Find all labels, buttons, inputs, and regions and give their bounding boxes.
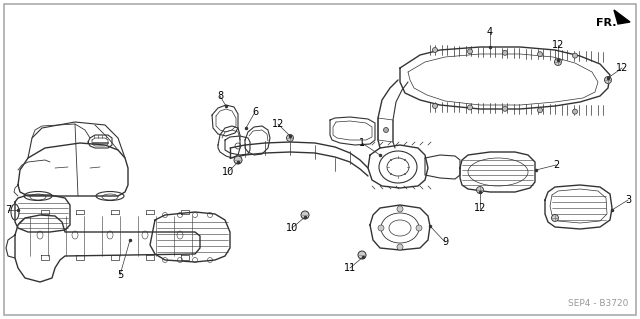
Ellipse shape	[502, 106, 508, 111]
Text: 9: 9	[442, 237, 448, 247]
Ellipse shape	[383, 128, 388, 132]
Text: FR.: FR.	[596, 18, 616, 28]
Ellipse shape	[378, 225, 384, 231]
Text: 5: 5	[117, 270, 123, 280]
Text: 6: 6	[252, 107, 258, 117]
Text: 4: 4	[487, 27, 493, 37]
Ellipse shape	[502, 50, 508, 55]
Text: 12: 12	[272, 119, 284, 129]
Ellipse shape	[416, 225, 422, 231]
Ellipse shape	[397, 244, 403, 250]
Text: SEP4 - B3720: SEP4 - B3720	[568, 299, 628, 308]
Ellipse shape	[477, 187, 483, 194]
Text: 10: 10	[286, 223, 298, 233]
Text: 10: 10	[222, 167, 234, 177]
Polygon shape	[614, 10, 630, 24]
Ellipse shape	[433, 48, 438, 53]
Ellipse shape	[573, 109, 577, 114]
Ellipse shape	[538, 108, 543, 113]
Ellipse shape	[552, 214, 559, 221]
Text: 1: 1	[359, 138, 365, 148]
Ellipse shape	[234, 156, 242, 164]
Text: 11: 11	[344, 263, 356, 273]
Ellipse shape	[301, 211, 309, 219]
Text: 7: 7	[5, 205, 11, 215]
Ellipse shape	[605, 77, 611, 84]
Ellipse shape	[538, 52, 543, 57]
Ellipse shape	[467, 49, 472, 54]
Text: 12: 12	[474, 203, 486, 213]
Text: 12: 12	[552, 40, 564, 50]
Ellipse shape	[358, 251, 366, 259]
Text: 12: 12	[616, 63, 628, 73]
Ellipse shape	[287, 135, 294, 142]
Ellipse shape	[554, 58, 561, 65]
Ellipse shape	[573, 53, 577, 58]
Ellipse shape	[397, 206, 403, 212]
Ellipse shape	[433, 103, 438, 108]
Text: 3: 3	[625, 195, 631, 205]
Ellipse shape	[467, 105, 472, 110]
Text: 2: 2	[553, 160, 559, 170]
Text: 8: 8	[217, 91, 223, 101]
